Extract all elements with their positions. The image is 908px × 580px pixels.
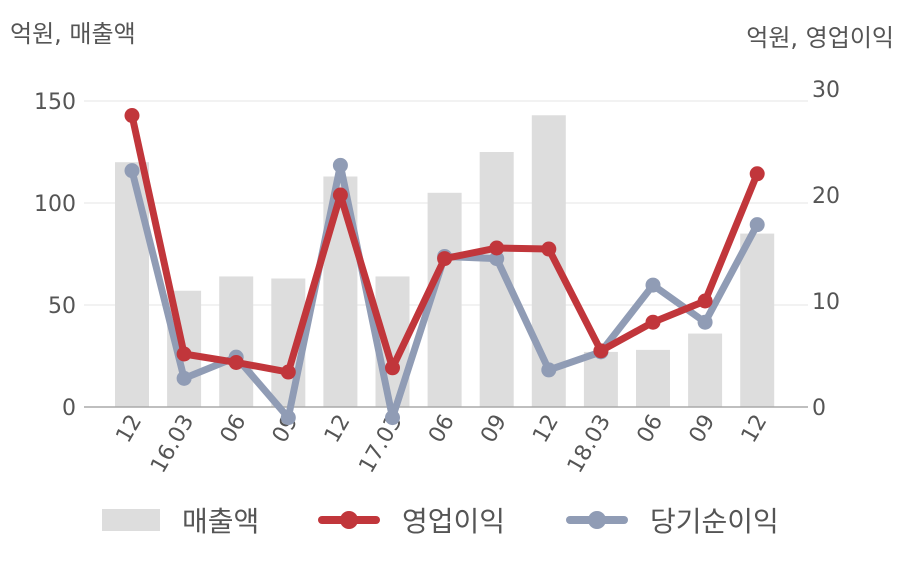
x-tick-label: 12 xyxy=(737,411,773,448)
x-tick-label: 09 xyxy=(685,411,721,448)
bar xyxy=(636,349,670,407)
y-left-tick-label: 0 xyxy=(62,396,76,421)
data-point xyxy=(749,217,765,233)
data-point xyxy=(385,360,400,376)
bar xyxy=(688,333,723,407)
x-tick-label: 17.03 xyxy=(355,411,408,478)
legend-swatch-net-income xyxy=(566,505,628,535)
data-point xyxy=(437,251,453,267)
data-point xyxy=(541,362,557,378)
data-point xyxy=(176,370,192,386)
data-point xyxy=(541,241,557,257)
y-left-tick-label: 50 xyxy=(48,294,76,319)
x-tick-label: 06 xyxy=(633,411,669,448)
legend-item-operating-profit: 영업이익 xyxy=(318,500,505,540)
y-right-tick-label: 20 xyxy=(812,184,840,209)
x-tick-label: 09 xyxy=(476,411,512,448)
data-point xyxy=(124,163,140,179)
x-tick-label: 12 xyxy=(528,411,564,448)
data-point xyxy=(697,293,713,309)
data-point xyxy=(176,346,192,362)
data-point xyxy=(124,108,140,123)
bar xyxy=(583,351,618,407)
legend-label-operating-profit: 영업이익 xyxy=(402,505,506,538)
chart-legend: 매출액 영업이익 당기순이익 xyxy=(0,500,908,550)
y-left-tick-label: 150 xyxy=(34,90,76,115)
data-point xyxy=(593,343,609,359)
y-left-tick-label: 100 xyxy=(34,192,76,217)
x-tick-label: 16.03 xyxy=(146,411,199,478)
legend-swatch-revenue xyxy=(102,509,160,531)
y-right-tick-label: 10 xyxy=(812,290,840,315)
x-tick-label: 06 xyxy=(424,411,460,448)
data-point xyxy=(645,277,661,293)
x-tick-label: 18.03 xyxy=(563,411,616,478)
legend-label-revenue: 매출액 xyxy=(182,505,260,538)
data-point xyxy=(385,410,400,426)
bar xyxy=(219,276,254,407)
y-right-tick-label: 30 xyxy=(812,78,840,103)
right-axis-unit-label: 억원, 영업이익 xyxy=(746,24,894,52)
data-point xyxy=(645,314,661,330)
data-point xyxy=(697,314,713,330)
data-point xyxy=(332,187,348,203)
data-point xyxy=(332,157,348,173)
data-point xyxy=(228,354,244,370)
data-point xyxy=(749,166,765,182)
legend-label-net-income: 당기순이익 xyxy=(650,505,779,538)
x-tick-label: 06 xyxy=(216,411,252,448)
bar xyxy=(531,115,566,407)
bar xyxy=(740,233,775,407)
left-axis-unit-label: 억원, 매출액 xyxy=(10,20,136,48)
data-point xyxy=(280,410,296,426)
legend-item-net-income: 당기순이익 xyxy=(566,500,779,540)
x-tick-label: 12 xyxy=(320,411,356,448)
y-right-tick-label: 0 xyxy=(812,396,826,421)
data-point xyxy=(489,251,505,267)
legend-swatch-operating-profit xyxy=(318,505,380,535)
x-tick-label: 12 xyxy=(112,411,148,448)
data-point xyxy=(280,364,296,380)
legend-item-revenue: 매출액 xyxy=(102,500,259,540)
data-point xyxy=(489,240,505,256)
bar xyxy=(115,162,149,407)
